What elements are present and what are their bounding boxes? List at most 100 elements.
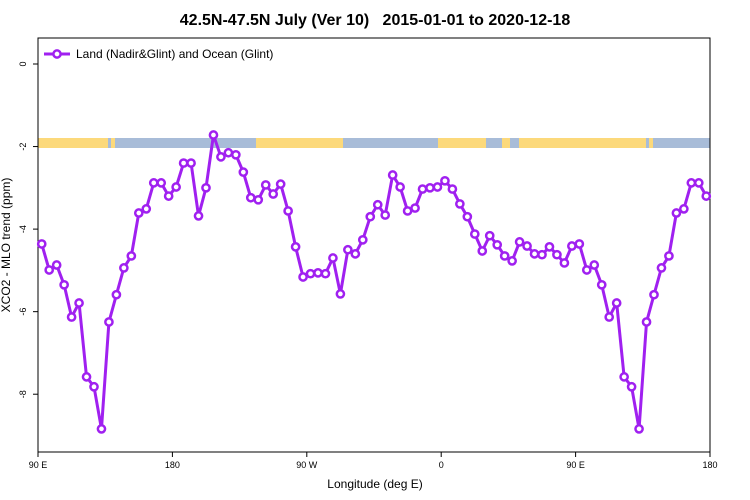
data-point: [664, 251, 674, 261]
data-point: [238, 167, 249, 177]
data-point: [343, 244, 353, 255]
x-tick-label: 180: [165, 460, 180, 470]
data-point: [649, 289, 659, 300]
data-point: [163, 191, 174, 201]
data-point: [245, 192, 256, 203]
data-point: [81, 372, 92, 382]
legend-label: Land (Nadir&Glint) and Ocean (Glint): [76, 47, 273, 61]
x-tick-label: 90 E: [566, 460, 585, 470]
data-point: [193, 211, 204, 221]
data-point: [499, 251, 510, 261]
data-point: [171, 182, 181, 192]
data-point: [410, 203, 420, 213]
data-point: [290, 242, 301, 252]
data-point: [298, 272, 308, 282]
data-point: [604, 312, 615, 322]
data-point: [89, 381, 99, 392]
data-point: [357, 234, 368, 245]
data-point: [260, 180, 271, 190]
data-point: [484, 230, 495, 241]
data-point: [365, 211, 376, 222]
data-point: [552, 249, 562, 260]
data-point: [417, 184, 428, 194]
x-axis-label: Longitude (deg E): [327, 477, 422, 491]
data-point: [111, 289, 122, 300]
data-point: [581, 265, 592, 275]
data-point: [492, 239, 503, 250]
data-point: [126, 251, 137, 261]
legend-marker: [52, 49, 62, 59]
data-point: [223, 147, 234, 158]
data-point: [477, 246, 488, 256]
data-point: [148, 178, 159, 188]
chart-title: 42.5N-47.5N July (Ver 10) 2015-01-01 to …: [180, 12, 571, 29]
data-point: [320, 268, 331, 279]
data-point: [372, 199, 383, 210]
data-point: [186, 158, 196, 168]
data-point: [350, 249, 361, 259]
data-point: [156, 178, 167, 188]
data-point: [447, 184, 458, 194]
data-point: [59, 279, 69, 290]
data-point: [208, 130, 219, 140]
data-point: [529, 249, 540, 259]
plot-frame: [37, 37, 711, 453]
data-point: [596, 279, 607, 290]
data-point: [313, 268, 323, 278]
data-point: [537, 249, 547, 260]
data-point: [701, 191, 712, 201]
data-point: [641, 317, 652, 327]
data-point: [380, 210, 391, 220]
data-point: [567, 241, 577, 251]
data-point: [231, 149, 241, 160]
data-point: [507, 256, 517, 266]
data-point: [133, 208, 144, 218]
data-point: [305, 268, 316, 279]
data-point: [455, 199, 465, 209]
data-point: [522, 241, 532, 251]
data-point: [283, 206, 293, 216]
data-point: [693, 178, 704, 188]
data-point: [275, 179, 286, 189]
data-point: [469, 229, 480, 239]
data-point: [216, 152, 226, 162]
data-point: [74, 298, 84, 308]
data-point: [402, 206, 413, 216]
x-tick-label: 0: [439, 460, 444, 470]
y-tick-label: -6: [18, 308, 28, 316]
series-line: [40, 134, 708, 430]
data-point: [432, 182, 443, 192]
data-point: [559, 258, 570, 268]
data-point: [66, 312, 77, 322]
x-tick-label: 90 W: [296, 460, 318, 470]
data-point: [626, 381, 637, 392]
data-point: [686, 178, 697, 188]
data-point: [51, 260, 62, 270]
data-point: [514, 237, 525, 247]
y-tick-label: -8: [18, 390, 28, 398]
data-point: [141, 204, 152, 214]
data-point: [671, 208, 682, 218]
data-point: [119, 263, 129, 273]
data-point: [335, 289, 346, 299]
data-point: [104, 317, 114, 327]
data-point: [178, 158, 189, 168]
data-point: [96, 424, 107, 434]
data-point: [440, 175, 450, 186]
y-tick-label: -2: [18, 143, 28, 151]
data-point: [328, 253, 338, 263]
data-point: [44, 265, 55, 275]
x-tick-label: 90 E: [29, 460, 48, 470]
land-ocean-strip: [38, 138, 710, 148]
x-tick-label: 180: [702, 460, 717, 470]
data-point: [395, 182, 405, 192]
data-point: [619, 372, 629, 382]
data-point: [679, 204, 689, 214]
data-point: [253, 194, 264, 205]
data-point: [611, 298, 622, 308]
data-point: [574, 239, 585, 249]
y-tick-label: 0: [18, 61, 28, 66]
data-point: [268, 189, 279, 199]
data-point: [387, 170, 398, 180]
